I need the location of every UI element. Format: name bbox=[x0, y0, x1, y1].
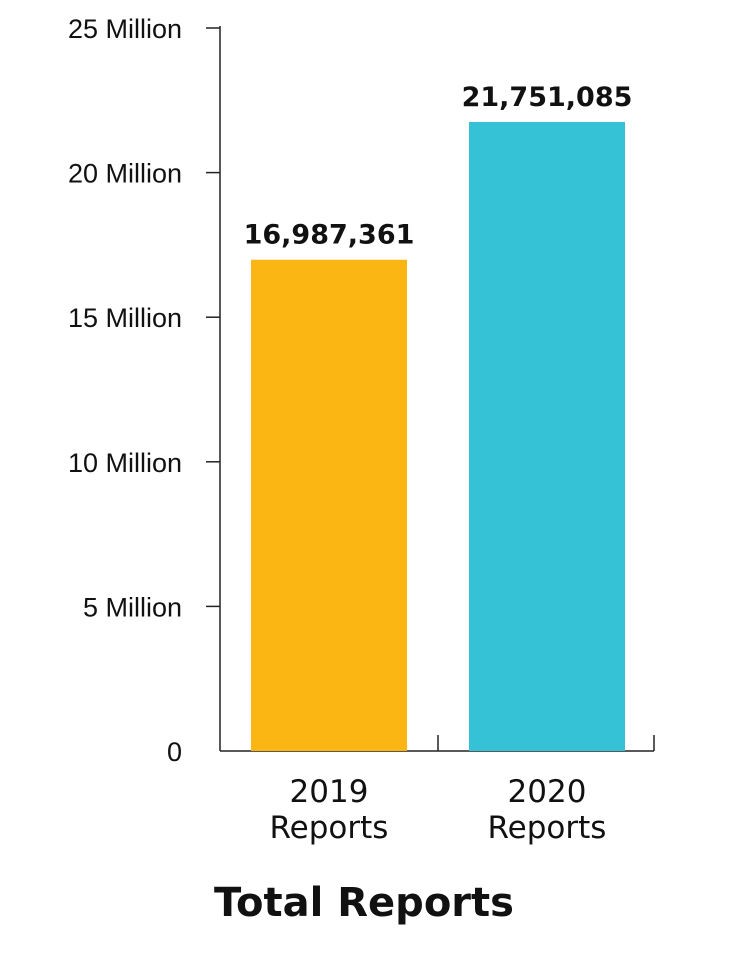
x-tick-label: 2019 bbox=[290, 774, 369, 810]
data-label: 21,751,085 bbox=[462, 82, 633, 113]
y-tick-label: 10 Million bbox=[68, 448, 182, 478]
chart-title: Total Reports bbox=[214, 880, 514, 926]
y-tick-label: 0 bbox=[167, 737, 182, 767]
x-tick-label: 2020 bbox=[508, 774, 587, 810]
y-axis: 0 5 Million 10 Million 15 Million 20 Million… bbox=[68, 14, 221, 767]
bars bbox=[251, 121, 625, 751]
y-tick-label: 5 Million bbox=[83, 592, 182, 622]
value-labels: 16,987,361 21,751,085 bbox=[244, 82, 633, 251]
data-label: 16,987,361 bbox=[244, 220, 415, 251]
bar-2020 bbox=[469, 121, 625, 751]
bar-2019 bbox=[251, 259, 407, 751]
y-tick-label: 20 Million bbox=[68, 159, 182, 189]
x-tick-label: Reports bbox=[270, 810, 389, 846]
y-tick-label: 15 Million bbox=[68, 303, 182, 333]
y-tick-label: 25 Million bbox=[68, 14, 182, 44]
x-tick-label: Reports bbox=[488, 810, 607, 846]
